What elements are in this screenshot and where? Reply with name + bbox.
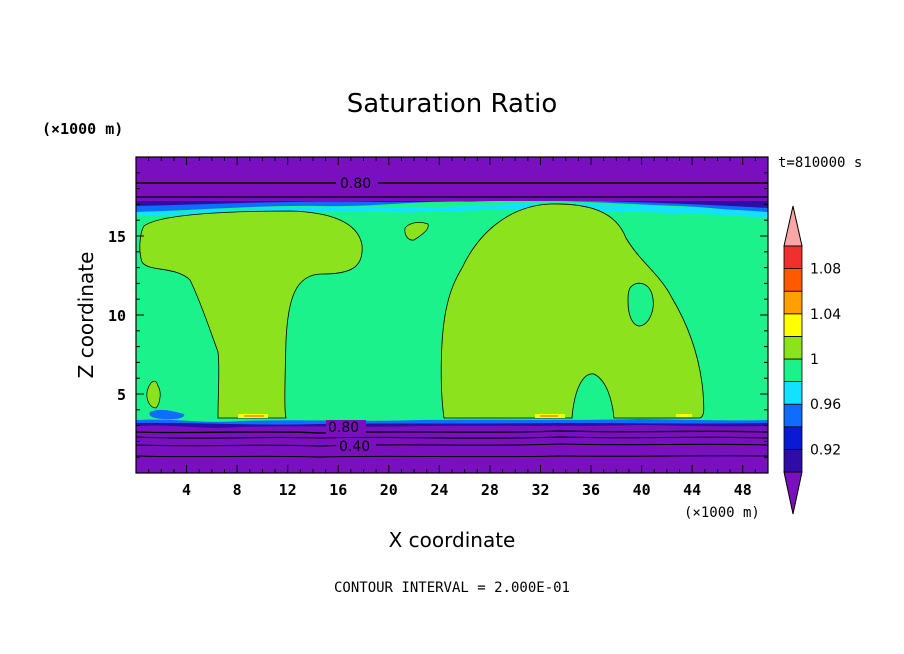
cloud-column-right (440, 203, 705, 419)
y-axis-label: Z coordinate (74, 252, 98, 379)
x-tick-label: 24 (430, 481, 448, 499)
x-tick-label: 16 (329, 481, 347, 499)
x-tick-label: 20 (380, 481, 398, 499)
x-tick-label: 12 (279, 481, 297, 499)
colorbar-box (783, 335, 803, 360)
colorbar-box (783, 290, 803, 315)
colorbar-label: 0.92 (810, 442, 841, 458)
colorbar-label: 1 (810, 352, 819, 368)
colorbar-box (783, 358, 803, 383)
x-tick-label: 28 (481, 481, 499, 499)
contour-interval-note: CONTOUR INTERVAL = 2.000E-01 (334, 580, 570, 596)
contour-label-lower-0.80: 0.80 (328, 420, 359, 436)
upper-band-purple (136, 157, 768, 201)
time-label: t=810000 s (778, 155, 862, 171)
blue-speckle (149, 409, 185, 420)
plot-area: 0.80 0.80 0.40 (135, 156, 769, 474)
colorbar-extend-min (783, 471, 803, 515)
x-tick-label: 36 (582, 481, 600, 499)
contour-label-lower-0.40: 0.40 (339, 439, 370, 455)
x-tick-label: 8 (233, 481, 242, 499)
colorbar-label: 1.08 (810, 262, 841, 278)
contour-label-upper: 0.80 (340, 176, 371, 192)
y-tick-label: 15 (108, 228, 126, 246)
orange-streak-1 (244, 415, 264, 417)
orange-streak-2 (540, 415, 558, 417)
colorbar-label: 0.96 (810, 397, 841, 413)
chart-title: Saturation Ratio (347, 89, 558, 119)
colorbar-box (783, 448, 803, 473)
colorbar-box (783, 426, 803, 450)
x-tick-label: 44 (683, 481, 701, 499)
y-axis-ticks: 5 10 15 (108, 172, 768, 458)
colorbar-label: 1.04 (810, 307, 841, 323)
x-axis-label: X coordinate (389, 528, 516, 552)
contour-labels: 0.80 0.80 0.40 (326, 174, 378, 455)
colorbar-box (783, 245, 803, 270)
y-tick-label: 5 (117, 386, 126, 404)
y-tick-label: 10 (108, 307, 126, 325)
contour-line-lower-0.40 (136, 443, 768, 447)
small-cloud-patch-left (146, 380, 161, 409)
contour-line-lower-0.80 (136, 430, 768, 434)
cloud-column-left (139, 210, 363, 419)
colorbar-extend-max (783, 205, 803, 247)
x-tick-label: 48 (734, 481, 752, 499)
colorbar-box (783, 313, 803, 337)
small-cloud-patch-upper (404, 222, 429, 241)
x-tick-label: 4 (182, 481, 191, 499)
colorbar-box (783, 268, 803, 292)
contour-line-lower-2 (136, 436, 768, 439)
colorbar: 0.92 0.96 1 1.04 1.08 (783, 205, 841, 515)
y-unit-label: (×1000 m) (42, 120, 123, 138)
x-unit-label: (×1000 m) (684, 505, 760, 521)
contour-line-lower-4 (136, 455, 768, 458)
colorbar-box (783, 403, 803, 428)
cloud-hole (627, 282, 654, 327)
x-tick-label: 32 (531, 481, 549, 499)
x-tick-label: 40 (633, 481, 651, 499)
x-axis-ticks: 4 8 12 16 20 24 28 32 36 40 44 48 (148, 157, 756, 499)
upper-band-cyan (136, 203, 768, 218)
colorbar-box (783, 381, 803, 405)
yellow-streak-3 (676, 414, 692, 417)
